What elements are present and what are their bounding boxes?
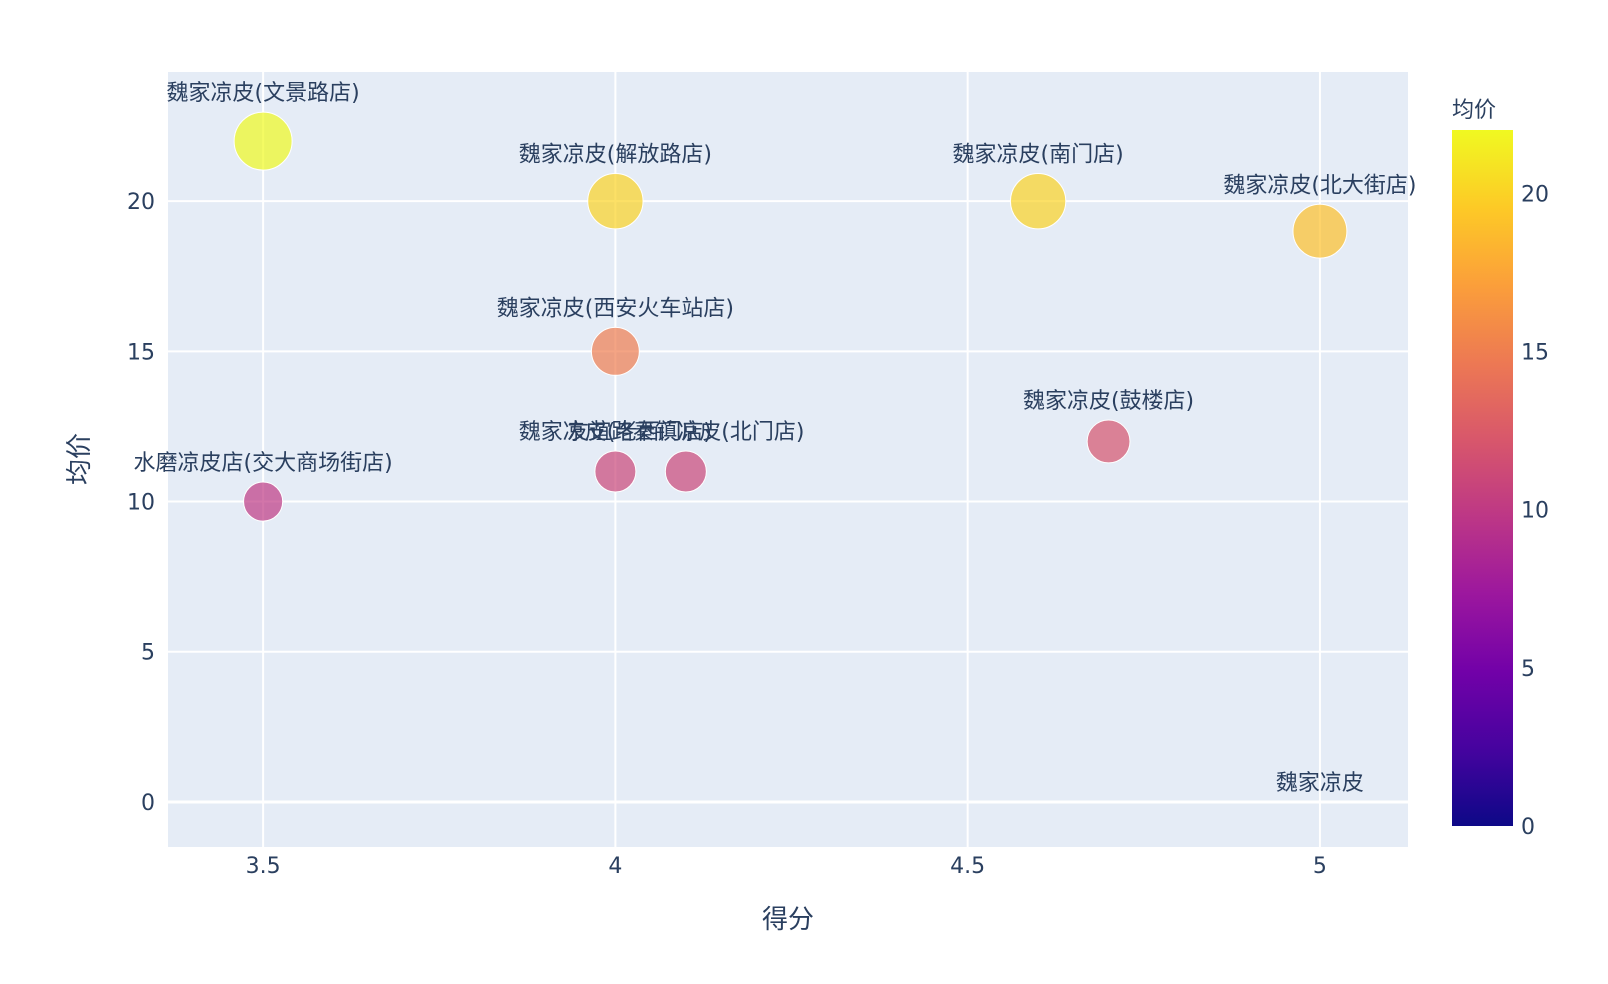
y-tick-label: 10	[127, 491, 155, 516]
y-axis-title: 均价	[65, 433, 95, 485]
point-label-layer: 魏家凉皮(文景路店) 魏家凉皮(解放路店) 魏家凉皮(南门店) 魏家凉皮(北大街店) 魏…	[134, 81, 1417, 796]
data-point-label: 魏家凉皮(南门店)	[953, 143, 1124, 168]
data-point	[590, 326, 640, 376]
data-point	[1292, 203, 1348, 259]
data-point-label: 魏家凉皮	[1276, 771, 1364, 796]
data-point	[243, 481, 284, 522]
data-point	[587, 173, 644, 230]
x-tick-label: 4.5	[950, 854, 985, 879]
x-tick-label: 3.5	[246, 854, 281, 879]
colorbar: 均价 0 5 10 15 20	[1452, 98, 1549, 840]
x-tick-label: 5	[1313, 854, 1327, 879]
data-point-label: 魏家凉皮(西安火车站店)	[497, 296, 734, 321]
data-point	[1009, 173, 1067, 230]
data-point	[664, 450, 707, 493]
colorbar-tick-label: 10	[1521, 499, 1549, 524]
data-point-label: 魏家凉皮(文景路店)	[167, 81, 360, 106]
data-point-label: 魏家凉皮(解放路店)	[519, 143, 712, 168]
y-tick-label: 15	[127, 340, 155, 365]
data-point-label: 水磨凉皮店(交大商场街店)	[134, 451, 393, 476]
colorbar-gradient	[1452, 130, 1513, 826]
y-tick-labels: 0 5 10 15 20	[127, 190, 155, 816]
data-point-label: 魏家凉皮(北大街店)	[1223, 173, 1416, 198]
y-tick-label: 5	[141, 641, 155, 666]
data-point-label: 魏家凉皮(鼓楼店)	[1023, 389, 1194, 414]
data-point	[1086, 419, 1131, 464]
x-tick-labels: 3.5 4 4.5 5	[246, 854, 1327, 879]
data-point-label: 魏家凉皮(老西门店)	[519, 420, 712, 445]
x-axis-title: 得分	[762, 905, 814, 935]
data-point-label: 友谊路秦镇凉皮(北门店)	[567, 420, 804, 445]
colorbar-title: 均价	[1452, 98, 1496, 123]
x-tick-label: 4	[608, 854, 622, 879]
data-point	[233, 111, 293, 171]
colorbar-tick-label: 5	[1521, 657, 1535, 682]
colorbar-tick-labels: 0 5 10 15 20	[1521, 182, 1549, 840]
y-tick-label: 20	[127, 190, 155, 215]
y-tick-label: 0	[141, 791, 155, 816]
data-point	[594, 450, 637, 493]
colorbar-tick-label: 20	[1521, 182, 1549, 207]
point-layer	[233, 111, 1348, 522]
colorbar-tick-label: 15	[1521, 340, 1549, 365]
colorbar-tick-label: 0	[1521, 815, 1535, 840]
